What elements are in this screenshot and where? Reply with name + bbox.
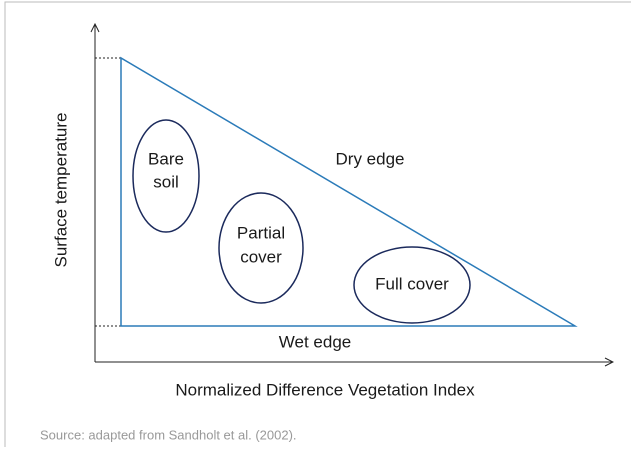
region-label: Bare bbox=[148, 149, 184, 168]
region-label: Partial bbox=[237, 223, 285, 242]
region-label: Full cover bbox=[375, 274, 449, 293]
region-label: soil bbox=[153, 172, 179, 191]
y-axis-label: Surface temperature bbox=[51, 113, 70, 268]
region-ellipse bbox=[353, 246, 471, 324]
triangle bbox=[120, 56, 578, 327]
edge-label: Wet edge bbox=[279, 332, 351, 351]
region-ellipse bbox=[132, 119, 200, 233]
x-axis-label: Normalized Difference Vegetation Index bbox=[175, 380, 475, 399]
region-label: cover bbox=[240, 247, 282, 266]
region-ellipse bbox=[218, 192, 304, 304]
edge-label: Dry edge bbox=[336, 149, 405, 168]
frame bbox=[4, 1, 631, 447]
source-note: Source: adapted from Sandholt et al. (20… bbox=[40, 427, 297, 442]
